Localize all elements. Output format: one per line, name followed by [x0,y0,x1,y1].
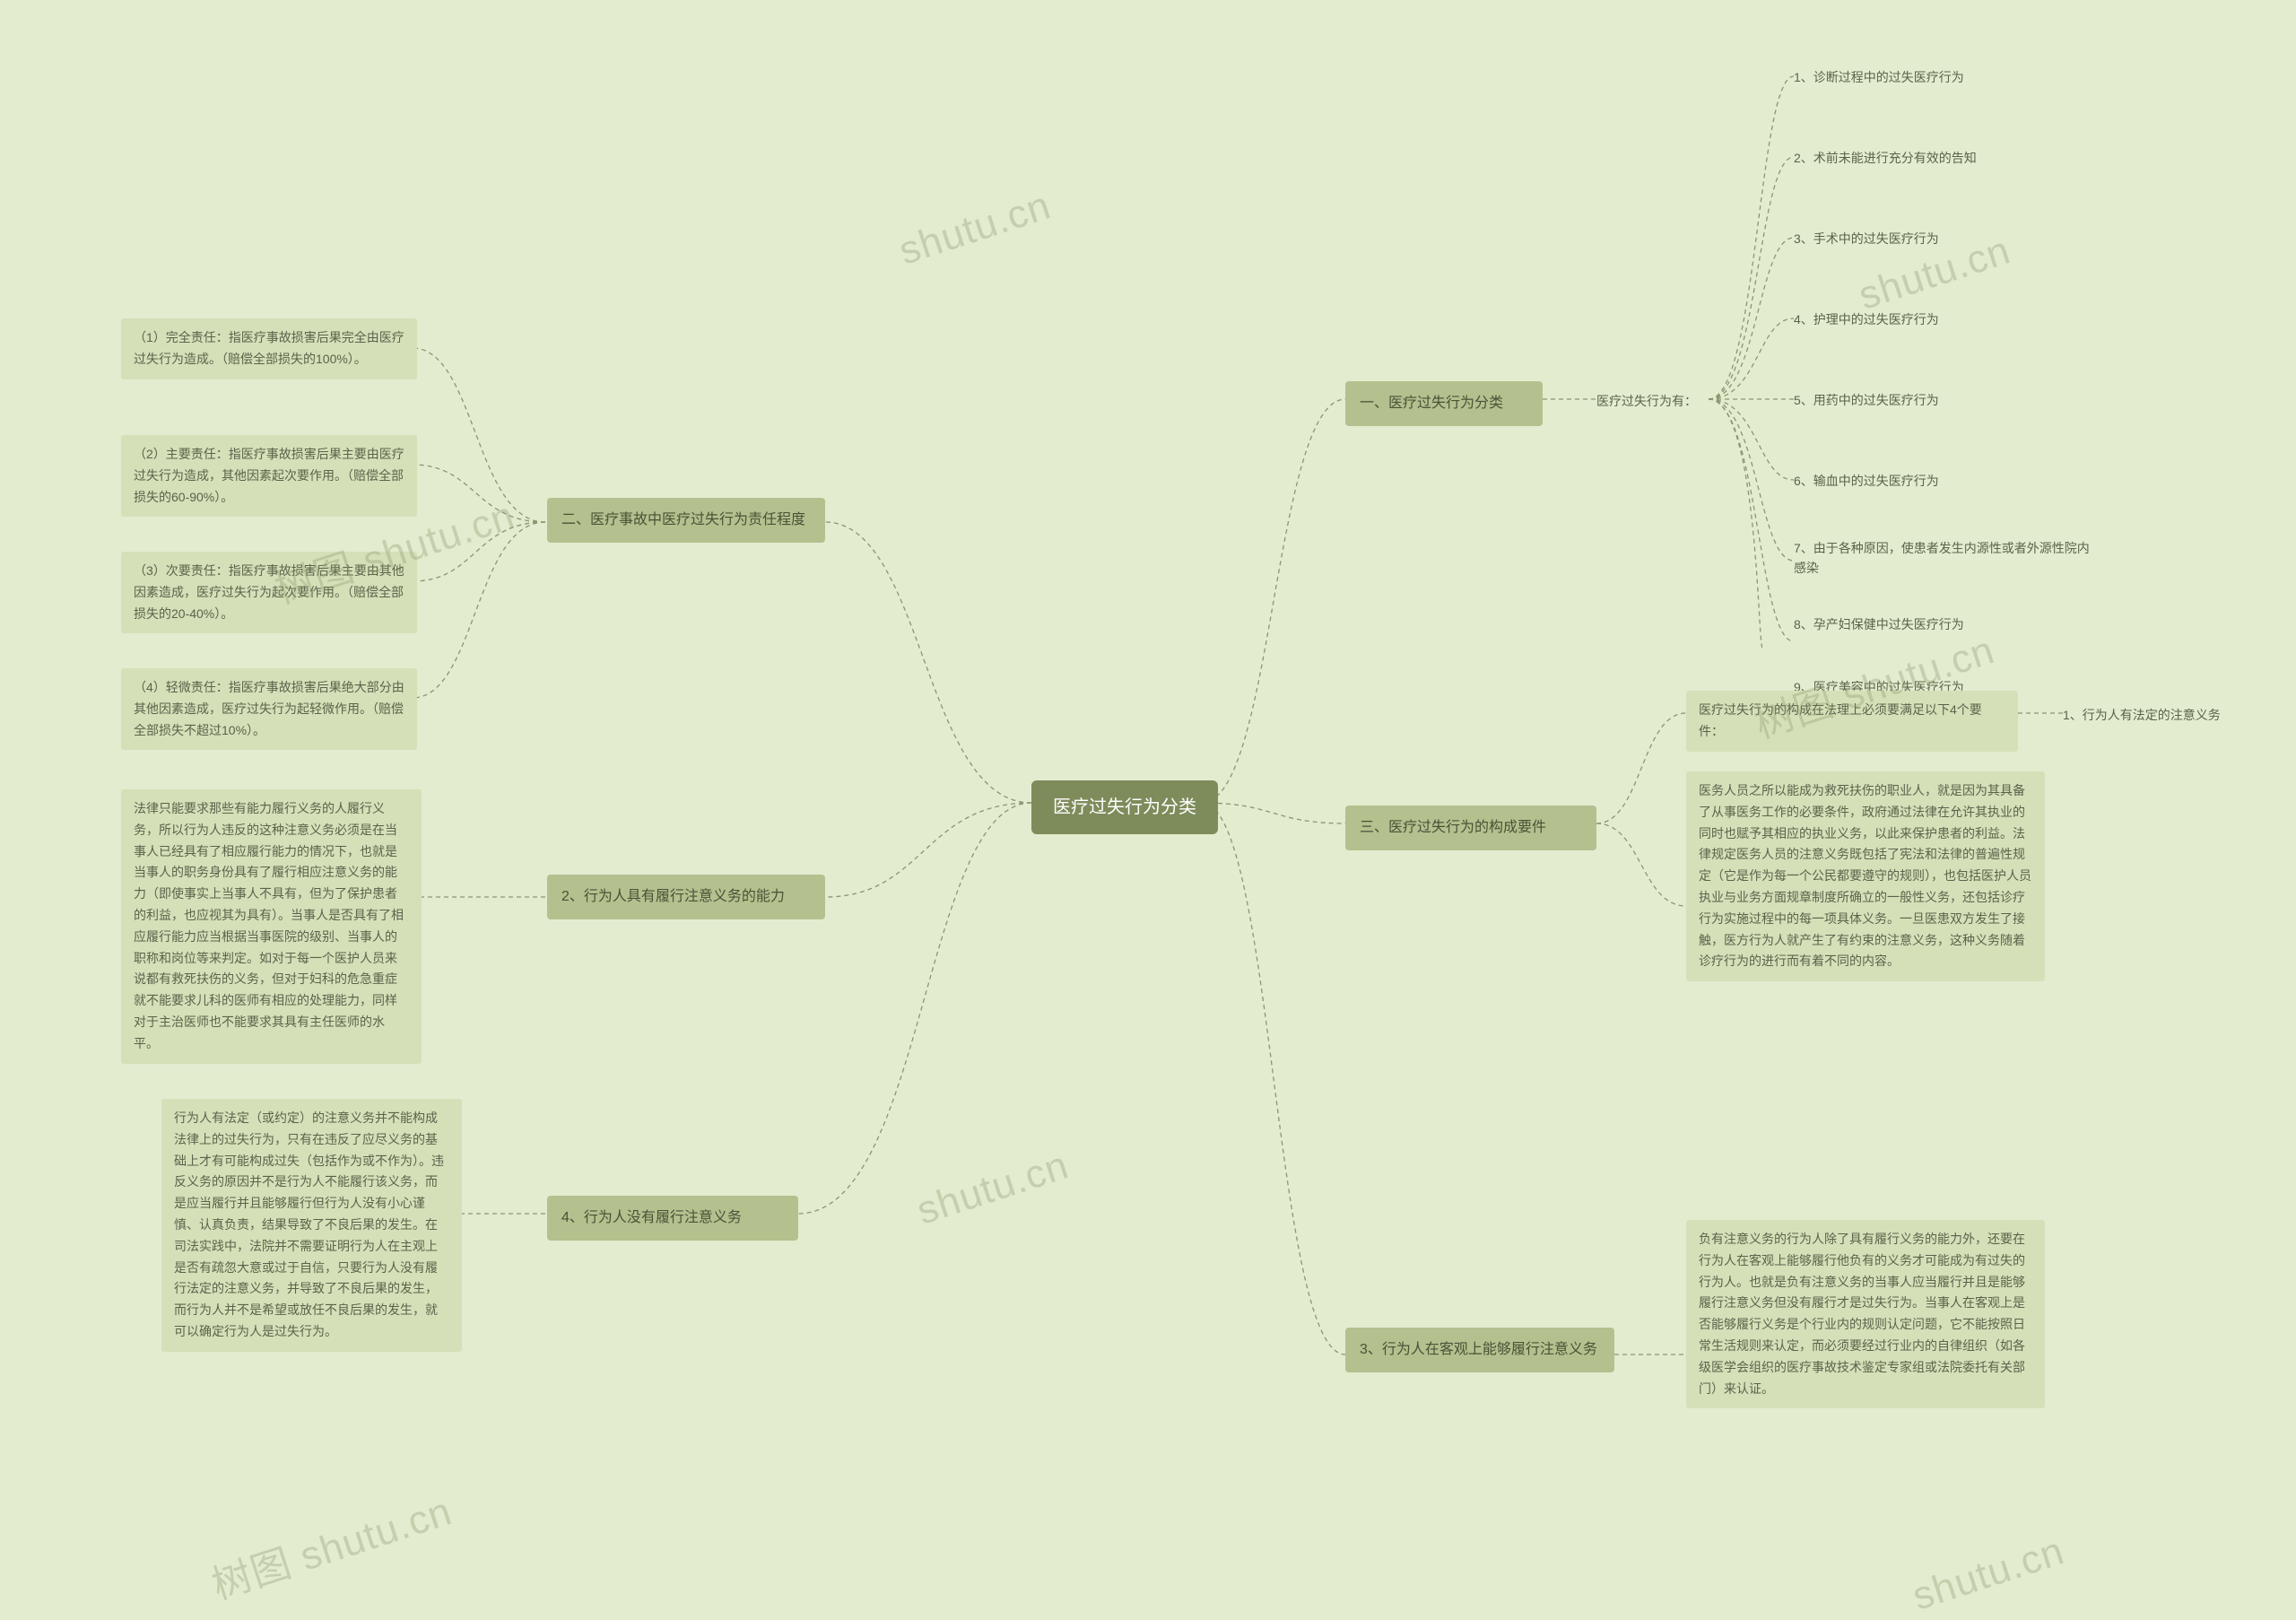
branch-2-ability[interactable]: 2、行为人具有履行注意义务的能力 [547,875,825,919]
branch-4-noperform[interactable]: 4、行为人没有履行注意义务 [547,1196,798,1241]
one-item-1: 1、诊断过程中的过失医疗行为 [1794,67,2063,87]
branch-3-objective[interactable]: 3、行为人在客观上能够履行注意义务 [1345,1328,1614,1372]
two-item-1: （1）完全责任：指医疗事故损害后果完全由医疗过失行为造成。（赔偿全部损失的100… [121,318,417,379]
two-item-3: （3）次要责任：指医疗事故损害后果主要由其他因素造成，医疗过失行为起次要作用。（… [121,552,417,633]
branch-two-label: 二、医疗事故中医疗过失行为责任程度 [561,512,805,527]
branch-one[interactable]: 一、医疗过失行为分类 [1345,381,1543,426]
two-item-2: （2）主要责任：指医疗事故损害后果主要由医疗过失行为造成，其他因素起次要作用。（… [121,435,417,517]
one-item-4: 4、护理中的过失医疗行为 [1794,309,2063,329]
branch-two[interactable]: 二、医疗事故中医疗过失行为责任程度 [547,498,825,543]
one-item-3: 3、手术中的过失医疗行为 [1794,229,2063,248]
watermark: shutu.cn [1908,1529,2070,1619]
center-node[interactable]: 医疗过失行为分类 [1031,780,1218,834]
one-item-6: 6、输血中的过失医疗行为 [1794,471,2063,491]
center-label: 医疗过失行为分类 [1053,797,1196,817]
branch-one-label: 一、医疗过失行为分类 [1360,396,1503,411]
watermark: 树图 shutu.cn [204,1479,458,1611]
branch-three[interactable]: 三、医疗过失行为的构成要件 [1345,806,1596,850]
one-item-5: 5、用药中的过失医疗行为 [1794,390,2063,410]
branch-three-top-right: 1、行为人有法定的注意义务 [2063,705,2221,725]
two-item-4: （4）轻微责任：指医疗事故损害后果绝大部分由其他因素造成，医疗过失行为起轻微作用… [121,668,417,750]
branch-4-para: 行为人有法定（或约定）的注意义务并不能构成法律上的过失行为，只有在违反了应尽义务… [161,1099,462,1352]
branch-2-para: 法律只能要求那些有能力履行义务的人履行义务，所以行为人违反的这种注意义务必须是在… [121,789,422,1064]
branch-three-mid-para: 医务人员之所以能成为救死扶伤的职业人，就是因为其具备了从事医务工作的必要条件，政… [1686,771,2045,981]
branch-three-label: 三、医疗过失行为的构成要件 [1360,820,1546,835]
branch-4-label: 4、行为人没有履行注意义务 [561,1210,742,1225]
branch-3-para: 负有注意义务的行为人除了具有履行义务的能力外，还要在行为人在客观上能够履行他负有… [1686,1220,2045,1408]
watermark: shutu.cn [894,183,1057,274]
one-item-8: 8、孕产妇保健中过失医疗行为 [1794,614,2063,634]
one-item-7: 7、由于各种原因，使患者发生内源性或者外源性院内感染 [1794,538,2090,579]
branch-one-sub: 医疗过失行为有： [1596,391,1697,411]
watermark: shutu.cn [912,1143,1074,1233]
branch-three-top: 医疗过失行为的构成在法理上必须要满足以下4个要件： [1686,691,2018,752]
branch-2-label: 2、行为人具有履行注意义务的能力 [561,889,785,904]
one-item-2: 2、术前未能进行充分有效的告知 [1794,148,2063,168]
branch-3-label: 3、行为人在客观上能够履行注意义务 [1360,1342,1597,1357]
